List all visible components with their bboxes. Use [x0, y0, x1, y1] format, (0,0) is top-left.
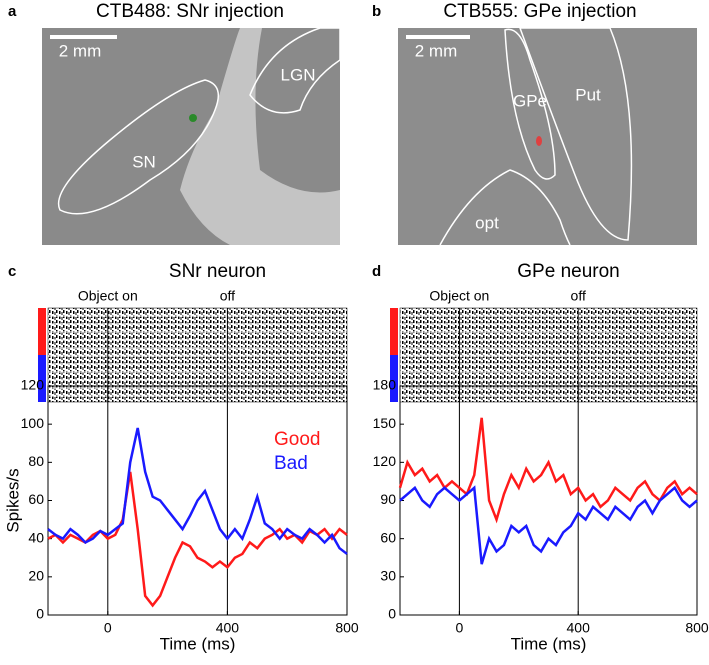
- y-tick-label: 120: [21, 377, 45, 393]
- x-axis-label: Time (ms): [160, 634, 236, 653]
- chart-title: SNr neuron: [169, 261, 266, 282]
- x-tick-label: 400: [216, 620, 240, 636]
- y-tick-label: 80: [28, 453, 44, 469]
- event-label: off: [571, 288, 586, 304]
- y-tick-label: 90: [380, 491, 396, 507]
- outline: [504, 28, 556, 180]
- scale-label: 2 mm: [415, 41, 458, 60]
- plot-frame: [399, 385, 698, 616]
- y-tick-label: 180: [373, 377, 397, 393]
- x-tick-label: 800: [335, 620, 359, 636]
- region-label: LGN: [281, 65, 316, 84]
- condition-bar: [390, 308, 398, 355]
- x-tick-label: 0: [104, 620, 112, 636]
- region-label: SN: [132, 152, 156, 171]
- x-tick-label: 0: [456, 620, 464, 636]
- panel-label: b: [372, 3, 381, 20]
- event-label: off: [220, 288, 235, 304]
- outline: [57, 79, 220, 215]
- series-line: [47, 427, 348, 555]
- image-title: CTB555: GPe injection: [443, 1, 636, 22]
- ventricle: [180, 28, 340, 245]
- y-tick-label: 30: [380, 568, 396, 584]
- event-label: Object on: [429, 288, 489, 304]
- event-label: Object on: [78, 288, 138, 304]
- x-axis-label: Time (ms): [511, 634, 587, 653]
- legend-entry: Good: [274, 429, 320, 450]
- y-tick-label: 60: [28, 491, 44, 507]
- y-tick-label: 120: [373, 453, 397, 469]
- region-label: opt: [475, 213, 499, 232]
- y-tick-label: 100: [21, 415, 45, 431]
- panel-label: d: [372, 263, 381, 280]
- image-panel: b CTB555: GPe injection 2 mm GPe Put opt: [372, 1, 697, 246]
- y-tick-label: 20: [28, 568, 44, 584]
- injection-site: [189, 114, 197, 122]
- panel-label: a: [8, 3, 17, 20]
- y-tick-label: 60: [380, 529, 396, 545]
- image-title: CTB488: SNr injection: [96, 1, 284, 22]
- region-label: GPe: [513, 91, 547, 110]
- y-tick-label: 150: [373, 415, 397, 431]
- condition-bar: [390, 355, 398, 402]
- scale-label: 2 mm: [59, 41, 102, 60]
- outline: [439, 169, 571, 246]
- region-label: Put: [575, 85, 601, 104]
- y-axis-label: Spikes/s: [3, 468, 22, 532]
- x-tick-label: 800: [685, 620, 709, 636]
- image-panel: a CTB488: SNr injection 2 mm LGN SN: [8, 1, 341, 245]
- x-tick-label: 400: [567, 620, 591, 636]
- condition-bar: [38, 308, 46, 355]
- y-tick-label: 0: [36, 606, 44, 622]
- outline: [249, 27, 341, 114]
- injection-site: [536, 136, 542, 146]
- panel-label: c: [8, 263, 16, 280]
- outline: [518, 27, 633, 241]
- series-line: [398, 417, 698, 524]
- chart-title: GPe neuron: [517, 261, 619, 282]
- series-line: [399, 485, 698, 565]
- legend-entry: Bad: [274, 453, 308, 474]
- y-tick-label: 0: [388, 606, 396, 622]
- micrograph: [398, 28, 697, 245]
- condition-bar: [38, 355, 46, 402]
- y-tick-label: 40: [28, 529, 44, 545]
